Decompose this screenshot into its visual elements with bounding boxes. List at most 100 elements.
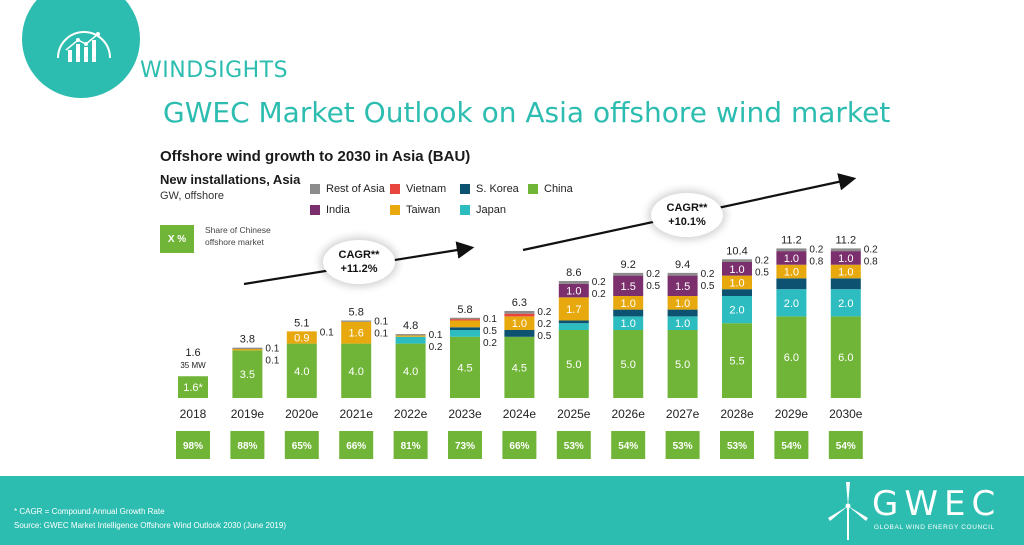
bar-segment-s-korea xyxy=(830,278,861,290)
bar-segment-taiwan xyxy=(722,275,752,290)
bar-segment-rest-of-asia xyxy=(613,272,644,276)
bar-segment-s-korea xyxy=(722,289,752,296)
x-tick-label: 2024e xyxy=(503,407,537,421)
legend-item-s-korea: S. Korea xyxy=(460,183,519,195)
legend-swatch xyxy=(310,205,320,215)
bar-segment-china xyxy=(286,343,317,398)
legend-label: Taiwan xyxy=(406,204,441,216)
share-badge xyxy=(176,431,210,459)
share-badge-label: 54% xyxy=(618,441,638,452)
side-value-label: 0.2 xyxy=(755,255,769,266)
bar-segment-china xyxy=(613,330,644,398)
segment-value-label: 2.0 xyxy=(784,298,799,310)
bar-total-label: 4.8 xyxy=(403,320,418,332)
footer-bar xyxy=(0,476,1024,545)
bar-segment-rest-of-asia xyxy=(830,248,861,252)
share-badge-label: 66% xyxy=(509,441,529,452)
side-value-label: 0.1 xyxy=(374,316,388,327)
segment-value-label: 0.9 xyxy=(294,332,309,344)
segment-value-label: 1.0 xyxy=(675,318,690,330)
share-badge-label: 73% xyxy=(455,441,475,452)
wind-turbine-icon xyxy=(828,482,868,540)
chart-analytics-icon xyxy=(57,31,111,62)
bar-segment-s-korea xyxy=(613,309,644,317)
share-badge-label: 53% xyxy=(727,441,747,452)
bar-segment-rest-of-asia xyxy=(722,259,752,262)
segment-value-label: 1.0 xyxy=(838,253,853,265)
share-key-description: Share of Chinese offshore market xyxy=(205,225,271,247)
side-value-label: 0.2 xyxy=(429,342,443,353)
bar-segment-japan xyxy=(613,316,644,330)
bar-segment-india xyxy=(830,251,861,265)
share-badge xyxy=(339,431,374,459)
bar-total-label: 3.8 xyxy=(240,334,255,346)
bar-segment-china xyxy=(830,316,861,398)
side-value-label: 0.2 xyxy=(646,269,660,280)
segment-value-label: 1.0 xyxy=(512,318,527,330)
segment-value-label: 1.6 xyxy=(349,328,364,340)
segment-value-label: 4.0 xyxy=(349,366,364,378)
bar-segment-china xyxy=(504,336,535,398)
side-value-label: 0.1 xyxy=(265,356,279,367)
segment-value-label: 1.0 xyxy=(621,298,636,310)
legend-item-india: India xyxy=(310,204,350,216)
annotation-35mw: 35 MW xyxy=(180,361,206,370)
x-tick-label: 2025e xyxy=(557,407,591,421)
cagr-value: +10.1% xyxy=(668,216,706,228)
chart-subtitle: New installations, Asia xyxy=(160,172,301,187)
bar-total-label: 5.8 xyxy=(349,306,364,318)
bar-total-label: 9.2 xyxy=(621,259,636,271)
segment-value-label: 1.0 xyxy=(784,253,799,265)
bar-segment-india xyxy=(722,262,752,276)
side-value-label: 0.1 xyxy=(320,327,334,338)
segment-value-label: 1.5 xyxy=(621,281,636,293)
bar-total-label: 6.3 xyxy=(512,297,527,309)
x-tick-label: 2019e xyxy=(231,407,265,421)
share-badge-label: 65% xyxy=(292,441,312,452)
segment-value-label: 5.0 xyxy=(621,359,636,371)
bar-total-label: 1.6 xyxy=(185,347,200,359)
segment-value-label: 4.5 xyxy=(512,362,527,374)
chart-unit: GW, offshore xyxy=(160,190,224,202)
share-badge xyxy=(448,431,482,459)
legend-swatch xyxy=(390,184,400,194)
bar-segment-japan xyxy=(450,330,480,337)
share-badge-label: 88% xyxy=(237,441,257,452)
segment-value-label: 6.0 xyxy=(838,352,853,364)
side-value-label: 0.8 xyxy=(809,256,823,267)
cagr-value: +11.2% xyxy=(340,263,378,275)
x-tick-label: 2029e xyxy=(775,407,809,421)
bar-segment-s-korea xyxy=(450,327,480,330)
gwec-fullname: GLOBAL WIND ENERGY COUNCIL xyxy=(874,524,995,531)
legend-label: China xyxy=(544,183,573,195)
bar-total-label: 5.1 xyxy=(294,317,309,329)
stacked-bar-chart: 1.6*1.6201898%3.53.80.10.12019e88%4.00.9… xyxy=(176,173,878,459)
legend-item-taiwan: Taiwan xyxy=(390,204,440,216)
bar-segment-japan xyxy=(667,316,698,330)
bar-segment-india xyxy=(776,251,807,265)
bar-segment-s-korea xyxy=(667,309,698,317)
segment-value-label: 1.7 xyxy=(566,304,581,316)
share-badge-label: 81% xyxy=(401,441,421,452)
legend-item-vietnam: Vietnam xyxy=(390,183,446,195)
segment-value-label: 1.0 xyxy=(566,286,581,298)
legend-swatch xyxy=(460,205,470,215)
side-value-label: 0.5 xyxy=(646,281,660,292)
share-badge-label: 54% xyxy=(781,441,801,452)
segment-value-label: 1.0 xyxy=(729,277,744,289)
bar-segment-s-korea xyxy=(558,320,589,324)
bar-segment-s-korea xyxy=(504,330,535,337)
bar-segment-japan xyxy=(830,289,861,317)
share-badge xyxy=(774,431,809,459)
segment-value-label: 1.0 xyxy=(621,318,636,330)
segment-value-label: 5.0 xyxy=(675,359,690,371)
side-value-label: 0.2 xyxy=(809,244,823,255)
x-tick-label: 2030e xyxy=(829,407,863,421)
side-value-label: 0.5 xyxy=(537,331,551,342)
side-value-label: 0.1 xyxy=(429,330,443,341)
bar-segment-taiwan xyxy=(667,296,698,310)
bar-total-label: 11.2 xyxy=(781,234,802,246)
bar-segment-china xyxy=(395,343,426,398)
bar-segment-china xyxy=(558,330,589,398)
share-badge xyxy=(720,431,754,459)
